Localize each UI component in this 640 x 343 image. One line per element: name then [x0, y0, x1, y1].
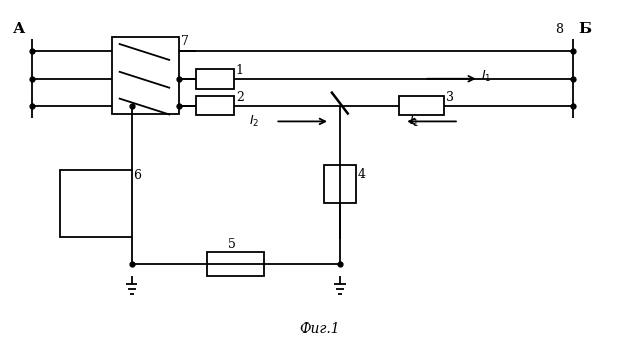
- Text: Фиг.1: Фиг.1: [300, 322, 340, 336]
- Text: 5: 5: [228, 238, 236, 251]
- Text: 4: 4: [358, 168, 365, 181]
- Bar: [112, 37, 179, 115]
- Text: 7: 7: [181, 35, 189, 48]
- Text: 6: 6: [134, 169, 141, 182]
- Bar: [60, 170, 132, 237]
- Bar: [207, 252, 264, 276]
- Text: $I_1$: $I_1$: [481, 69, 491, 84]
- Text: 3: 3: [446, 91, 454, 104]
- Text: $I_2$: $I_2$: [248, 114, 259, 129]
- Bar: [324, 165, 356, 203]
- Text: Б: Б: [578, 22, 591, 36]
- Bar: [399, 96, 444, 116]
- Text: 1: 1: [236, 64, 244, 77]
- Bar: [196, 69, 234, 89]
- Bar: [196, 96, 234, 116]
- Text: 2: 2: [236, 91, 244, 104]
- Text: 8: 8: [555, 23, 563, 36]
- Text: $I_1$: $I_1$: [409, 114, 420, 129]
- Text: А: А: [13, 22, 26, 36]
